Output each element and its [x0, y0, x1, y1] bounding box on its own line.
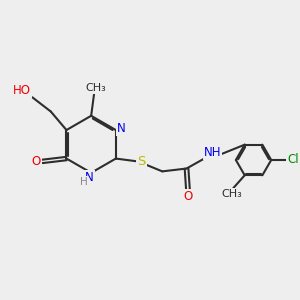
Text: O: O	[31, 155, 40, 168]
Text: N: N	[117, 122, 125, 135]
Text: CH₃: CH₃	[85, 83, 106, 93]
Text: S: S	[137, 155, 146, 168]
Text: O: O	[183, 190, 193, 203]
Text: N: N	[85, 171, 94, 184]
Text: Cl: Cl	[287, 154, 299, 166]
Text: H: H	[80, 177, 87, 187]
Text: NH: NH	[204, 146, 221, 159]
Text: HO: HO	[13, 85, 31, 98]
Text: CH₃: CH₃	[221, 189, 242, 200]
